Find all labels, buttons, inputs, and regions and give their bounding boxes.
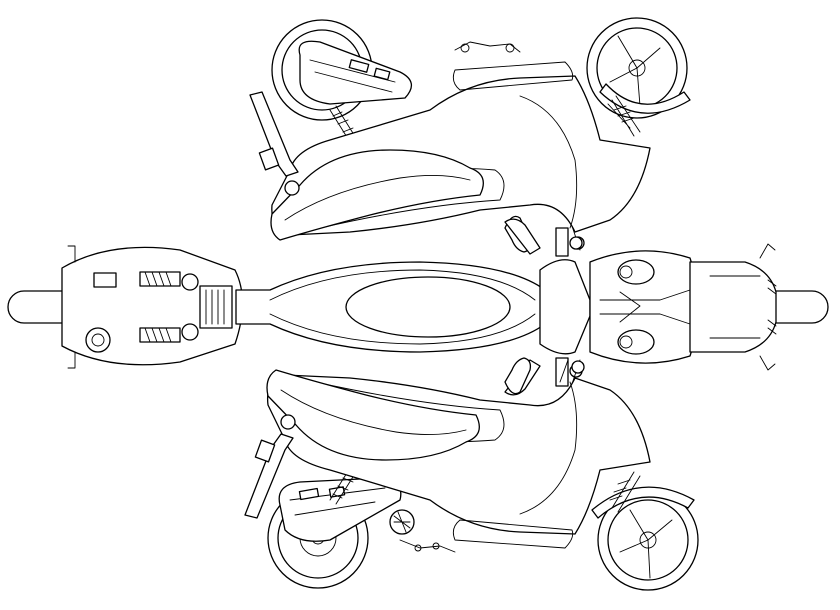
top-rear-light: [93, 272, 117, 288]
top-front-fork-ends: [759, 243, 776, 371]
top-headlight-right: [617, 329, 655, 355]
top-hub-right: [181, 323, 199, 341]
top-hub-left: [181, 273, 199, 291]
top-tail-block: [199, 285, 233, 329]
lower-side-view: [244, 357, 699, 591]
top-rear-rack: [67, 245, 76, 369]
top-steering-column: [539, 259, 591, 355]
upper-exhaust: [298, 40, 412, 105]
lower-leg-shield: [519, 381, 578, 515]
upper-rear-shock: [329, 105, 367, 159]
lower-front-mudguard: [591, 486, 695, 519]
lower-mirror: [504, 357, 532, 395]
upper-front-fork: [607, 95, 641, 137]
lower-bar-end: [571, 360, 585, 374]
upper-brake-cable: [454, 41, 521, 53]
upper-rear-reflector: [284, 180, 300, 196]
lower-side-stand: [399, 539, 456, 553]
lower-rear-reflector: [280, 414, 296, 430]
lower-seat-seam: [280, 389, 467, 436]
top-headlight-left: [617, 259, 655, 285]
upper-leg-shield: [519, 95, 578, 229]
top-grip-left: [555, 227, 569, 257]
upper-seat-seam: [284, 174, 471, 221]
lower-tail-light: [254, 439, 276, 463]
top-exhaust-tip: [85, 327, 111, 353]
top-mirror-left: [504, 218, 541, 255]
upper-side-view: [249, 17, 691, 253]
upper-seat: [270, 149, 484, 241]
upper-floorboard: [452, 61, 574, 91]
lower-rear-shock: [329, 451, 367, 505]
lower-front-fork: [609, 471, 641, 513]
top-seat: [345, 276, 511, 338]
top-view: [7, 218, 829, 396]
top-grip-right: [555, 357, 569, 387]
lower-front-wheel: [597, 489, 699, 591]
lower-floorboard: [452, 519, 574, 549]
upper-tail-light: [258, 147, 280, 171]
top-front-mudguard: [689, 261, 777, 353]
lower-seat: [266, 369, 480, 461]
